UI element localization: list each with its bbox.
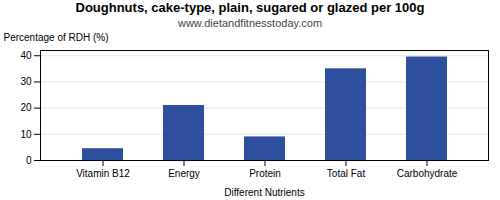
svg-text:20: 20 — [20, 102, 32, 113]
html-text:Doughnuts, cake-type, plain, s: Doughnuts, cake-type, plain, sugared or … — [75, 0, 425, 15]
svg-text:Vitamin B12: Vitamin B12 — [76, 168, 130, 179]
svg-text:Carbohydrate: Carbohydrate — [397, 168, 458, 179]
svg-text:30: 30 — [20, 76, 32, 87]
svg-text:Percentage of RDH (%): Percentage of RDH (%) — [4, 32, 109, 43]
svg-text:Protein: Protein — [249, 168, 281, 179]
svg-text:10: 10 — [20, 129, 32, 140]
svg-text:Total Fat: Total Fat — [327, 168, 366, 179]
svg-text:Different Nutrients: Different Nutrients — [224, 187, 304, 198]
html-text:www.dietandfitnesstoday.com: www.dietandfitnesstoday.com — [178, 17, 322, 29]
svg-text:Energy: Energy — [168, 168, 200, 179]
svg-text:40: 40 — [20, 50, 32, 61]
svg-text:0: 0 — [26, 155, 32, 166]
